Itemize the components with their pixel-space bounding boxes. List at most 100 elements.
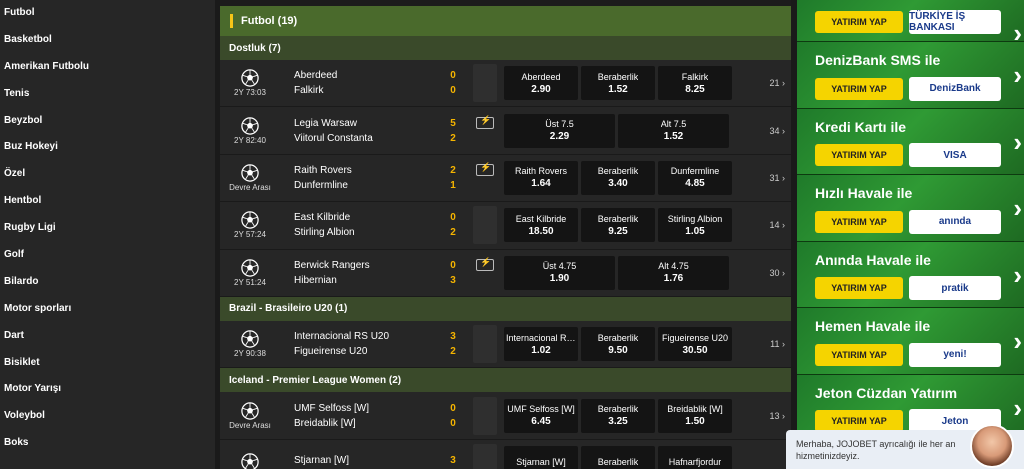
odds-button[interactable]: Internacional RS U201.02	[504, 327, 578, 362]
odds-button[interactable]: Falkirk 8.25	[658, 66, 732, 101]
deposit-button[interactable]: YATIRIM YAP	[815, 77, 903, 100]
odds-label: Alt 7.5	[660, 119, 687, 130]
deposit-button[interactable]: YATIRIM YAP	[815, 343, 903, 366]
odds-button[interactable]: Beraberlik 9.50	[581, 327, 655, 362]
deposit-banner[interactable]: Hızlı Havale ile YATIRIM YAP anında ›	[797, 175, 1024, 242]
odds-label: UMF Selfoss [W]	[507, 404, 575, 415]
football-icon	[241, 401, 259, 420]
match-teams: Internacional RS U20 Figueirense U20	[280, 331, 440, 357]
deposit-button[interactable]: YATIRIM YAP	[815, 144, 903, 166]
odds-button[interactable]: Figueirense U20 30.50	[658, 327, 732, 362]
odds-button[interactable]: Alt 7.5 1.52	[618, 113, 729, 148]
sidebar-item[interactable]: Basketbol	[4, 33, 52, 45]
payment-logo: yeni!	[909, 342, 1001, 367]
deposit-banner[interactable]: Kredi Kartı ile YATIRIM YAP VISA ›	[797, 108, 1024, 175]
odds-button[interactable]: Breidablik [W] 1.50	[658, 398, 732, 433]
chat-avatar[interactable]	[970, 424, 1014, 468]
payment-logo: TÜRKİYE İŞ BANKASI	[909, 10, 1001, 34]
sidebar-item[interactable]: Motor sporları	[4, 302, 72, 314]
sidebar-item[interactable]: Voleybol	[4, 410, 45, 422]
deposit-button[interactable]: YATIRIM YAP	[815, 11, 903, 33]
more-markets-link[interactable]: 11 ›	[770, 339, 785, 350]
sidebar-item[interactable]: Rugby Ligi	[4, 222, 56, 234]
more-markets-link[interactable]: 13 ›	[769, 410, 785, 421]
odds-button[interactable]: Aberdeed 2.90	[504, 66, 578, 101]
home-team: Legia Warsaw	[294, 117, 357, 129]
deposit-button[interactable]: YATIRIM YAP	[815, 277, 903, 299]
home-team: Aberdeed	[294, 70, 338, 82]
more-markets-link[interactable]: 30 ›	[769, 267, 785, 278]
more-markets-link[interactable]: 14 ›	[769, 220, 785, 231]
sports-sidebar: Futbol Basketbol Amerikan Futbolu Tenis Beyz…	[0, 0, 215, 469]
odds-label: Beraberlik	[597, 71, 639, 82]
away-team: Dunfermline	[294, 179, 348, 191]
odds-label: East Kilbride	[515, 213, 567, 224]
live-stream-icon[interactable]	[476, 162, 494, 176]
sidebar-item[interactable]: Dart	[4, 329, 25, 341]
sidebar-item[interactable]: Boks	[4, 437, 29, 449]
match-row[interactable]: 2Y 90:38 Internacional RS U20 Figueirense …	[220, 320, 791, 369]
match-media	[466, 325, 504, 364]
league-header[interactable]: Dostluk (7)	[220, 36, 791, 60]
odds-button[interactable]: Hafnarfjordur	[658, 445, 732, 469]
odds-button[interactable]: UMF Selfoss [W] 6.45	[504, 398, 578, 433]
odds-button[interactable]: Beraberlik 3.40	[581, 160, 655, 195]
league-header[interactable]: Brazil - Brasileiro U20 (1)	[220, 296, 791, 321]
live-stream-icon[interactable]	[476, 257, 494, 271]
more-markets-link[interactable]: 31 ›	[769, 172, 785, 183]
odds-button[interactable]: Üst 7.5 2.29	[504, 113, 615, 148]
odds-label: Beraberlik	[597, 456, 639, 467]
odds-value: 18.50	[528, 225, 554, 237]
odds-group: Üst 7.5 2.29 Alt 7.5 1.52	[504, 113, 729, 148]
sidebar-item[interactable]: Amerikan Futbolu	[4, 60, 90, 72]
away-team: Stirling Albion	[294, 227, 355, 239]
odds-button[interactable]: Beraberlik 9.25	[581, 208, 655, 243]
sidebar-item[interactable]: Futbol	[4, 7, 35, 18]
odds-button[interactable]: Dunfermline 4.85	[658, 160, 732, 195]
away-team: Breidablik [W]	[294, 417, 356, 429]
deposit-banner[interactable]: Anında Havale ile YATIRIM YAP pratik ›	[797, 241, 1024, 308]
odds-button[interactable]: Stjarnan [W]	[504, 445, 578, 469]
odds-label: Stirling Albion	[667, 213, 723, 224]
odds-button[interactable]: Stirling Albion 1.05	[658, 208, 732, 243]
sport-header[interactable]: Futbol (19)	[220, 6, 791, 36]
odds-button[interactable]: Beraberlik 3.25	[581, 398, 655, 433]
sidebar-item[interactable]: Bilardo	[4, 275, 39, 287]
odds-button[interactable]: Üst 4.75 1.90	[504, 255, 615, 290]
odds-button[interactable]: East Kilbride 18.50	[504, 208, 578, 243]
chat-widget[interactable]: Merhaba, JOJOBET ayrıcalığı ile her an h…	[786, 424, 1024, 469]
sidebar-item[interactable]: Motor Yarışı	[4, 383, 62, 395]
deposit-banner[interactable]: YATIRIM YAP TÜRKİYE İŞ BANKASI ›	[797, 0, 1024, 48]
sidebar-item[interactable]: Hentbol	[4, 195, 42, 207]
match-row[interactable]: 2Y 73:03 Aberdeed Falkirk 0 0 Aberdeed 2.90 Ber…	[220, 60, 791, 108]
sidebar-item[interactable]: Özel	[4, 168, 26, 180]
deposit-button[interactable]: YATIRIM YAP	[815, 410, 903, 432]
live-stream-icon[interactable]	[476, 115, 494, 129]
more-markets-link[interactable]: 34 ›	[769, 125, 785, 136]
odds-button[interactable]: Alt 4.75 1.76	[618, 255, 729, 290]
match-teams: Raith Rovers Dunfermline	[280, 165, 440, 191]
sidebar-item[interactable]: Golf	[4, 249, 24, 261]
deposit-banner[interactable]: Hemen Havale ile YATIRIM YAP yeni! ›	[797, 308, 1024, 375]
match-row[interactable]: 2Y 57:24 East Kilbride Stirling Albion 0 2 Ea…	[220, 202, 791, 250]
deposit-banner[interactable]: DenizBank SMS ile YATIRIM YAP DenizBank ›	[797, 42, 1024, 109]
deposit-button[interactable]: YATIRIM YAP	[815, 210, 903, 233]
sidebar-item[interactable]: Bisiklet	[4, 356, 40, 368]
match-row[interactable]: Devre Arası UMF Selfoss [W] Breidablik [W]…	[220, 392, 791, 440]
match-row[interactable]: 2Y 82:40 Legia Warsaw Viitorul Constanta 5 2…	[220, 107, 791, 155]
odds-button[interactable]: Beraberlik 1.52	[581, 66, 655, 101]
sidebar-item[interactable]: Beyzbol	[4, 114, 43, 126]
match-media	[466, 443, 504, 469]
league-header[interactable]: Iceland - Premier League Women (2)	[220, 368, 791, 393]
odds-group: UMF Selfoss [W] 6.45 Beraberlik 3.25 Breidab…	[504, 398, 732, 433]
sidebar-item[interactable]: Buz Hokeyi	[4, 141, 58, 153]
odds-button[interactable]: Raith Rovers 1.64	[504, 160, 578, 195]
odds-button[interactable]: Beraberlik	[581, 445, 655, 469]
match-row[interactable]: Stjarnan [W] 3 Stjarnan [W] Beraberlik Hafna…	[220, 439, 791, 469]
sidebar-item[interactable]: Tenis	[4, 87, 30, 99]
more-markets-link[interactable]: 21 ›	[769, 78, 785, 89]
